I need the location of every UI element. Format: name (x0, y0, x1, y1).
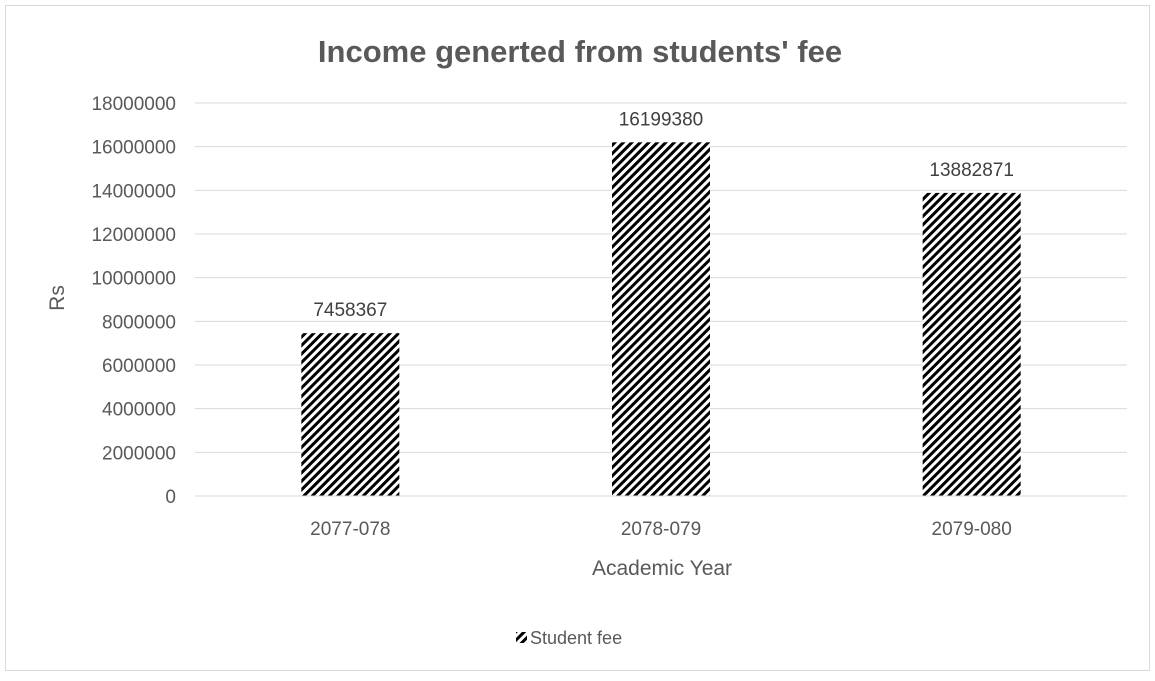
y-tick-label: 4000000 (102, 400, 176, 421)
y-tick-label: 8000000 (102, 312, 176, 333)
bar-data-labels: 7458367 16199380 13882871 (313, 109, 1014, 321)
x-axis-tick-labels: 2077-078 2078-079 2079-080 (310, 519, 1012, 540)
y-tick-label: 2000000 (102, 443, 176, 464)
x-tick-label: 2077-078 (310, 519, 390, 540)
y-tick-label: 10000000 (91, 269, 176, 290)
legend-swatch (516, 632, 527, 643)
x-tick-label: 2078-079 (621, 519, 701, 540)
y-tick-label: 12000000 (91, 225, 176, 246)
x-tick-label: 2079-080 (932, 519, 1012, 540)
y-tick-label: 14000000 (91, 181, 176, 202)
y-tick-label: 6000000 (102, 356, 176, 377)
bar-value-label: 7458367 (313, 300, 387, 321)
legend-label: Student fee (530, 628, 622, 648)
bar-2079-080 (922, 192, 1021, 496)
y-tick-label: 16000000 (91, 138, 176, 159)
y-tick-label: 0 (165, 487, 176, 508)
legend: Student fee (516, 628, 622, 648)
bar-2078-079 (612, 142, 710, 496)
bar-value-label: 13882871 (929, 160, 1014, 181)
y-axis-tick-labels: 0 2000000 4000000 6000000 8000000 10000000 120… (91, 94, 176, 508)
bars (301, 142, 1021, 496)
y-axis-label: Rs (46, 285, 69, 311)
x-axis-label: Academic Year (592, 557, 732, 580)
chart-title: Income generted from students' fee (318, 34, 842, 69)
bar-value-label: 16199380 (619, 109, 704, 130)
bar-2077-078 (301, 333, 400, 496)
y-tick-label: 18000000 (91, 94, 176, 115)
